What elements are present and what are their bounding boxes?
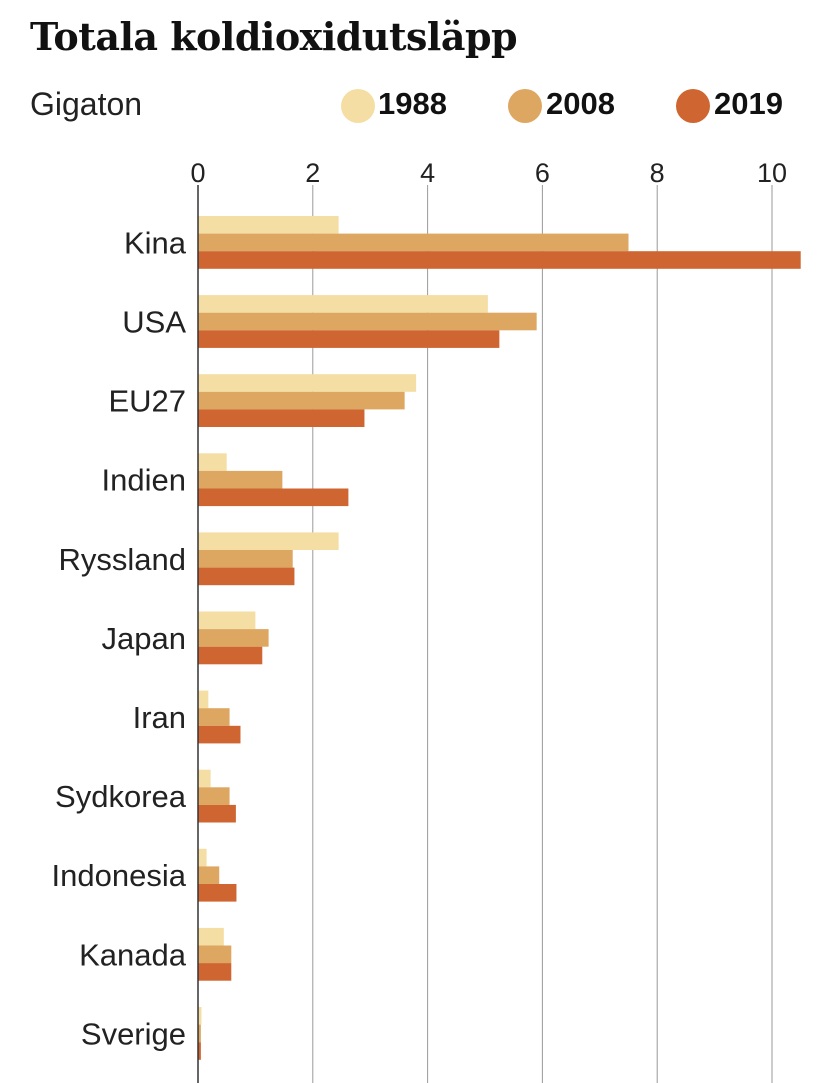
bar-japan-2008	[198, 629, 269, 647]
legend-swatch-2019	[676, 89, 710, 123]
bar-sydkorea-2008	[198, 787, 230, 805]
category-label-usa: USA	[122, 305, 186, 340]
category-label-kanada: Kanada	[79, 937, 187, 972]
bar-usa-2008	[198, 312, 537, 331]
category-label-ryssland: Ryssland	[59, 542, 187, 577]
bar-sverige-2008	[198, 1024, 201, 1043]
bar-iran-1988	[198, 690, 209, 709]
x-tick-label-8: 8	[650, 158, 665, 188]
bar-indonesia-1988	[198, 848, 207, 867]
x-tick-label-6: 6	[535, 158, 550, 188]
legend-label-2019: 2019	[714, 86, 783, 121]
bar-iran-2008	[198, 708, 230, 726]
x-tick-label-4: 4	[420, 158, 435, 188]
bar-eu27-1988	[198, 374, 417, 392]
x-tick-label-0: 0	[190, 158, 205, 188]
bar-kina-2008	[198, 233, 629, 252]
category-label-kina: Kina	[124, 225, 187, 260]
bar-indonesia-2008	[198, 866, 220, 884]
bar-indonesia-2019	[198, 884, 237, 902]
bar-sydkorea-1988	[198, 769, 211, 788]
bar-ryssland-2008	[198, 550, 293, 568]
legend-swatch-1988	[341, 89, 375, 123]
bar-indien-2008	[198, 470, 283, 489]
bar-kanada-1988	[198, 927, 224, 946]
bar-usa-2019	[198, 330, 500, 348]
bar-ryssland-2019	[198, 567, 295, 586]
bar-eu27-2008	[198, 391, 405, 410]
category-label-eu27: EU27	[108, 384, 186, 419]
bar-ryssland-1988	[198, 532, 339, 550]
category-label-sydkorea: Sydkorea	[55, 779, 187, 814]
legend-swatch-2008	[508, 89, 542, 123]
bar-eu27-2019	[198, 409, 365, 427]
bar-japan-1988	[198, 611, 256, 630]
category-label-sverige: Sverige	[81, 1016, 186, 1051]
category-label-japan: Japan	[102, 621, 186, 656]
bar-kanada-2008	[198, 945, 232, 964]
bar-sydkorea-2019	[198, 804, 236, 823]
category-label-iran: Iran	[133, 700, 186, 735]
bar-sverige-1988	[198, 1007, 202, 1025]
unit-label: Gigaton	[30, 86, 143, 122]
bar-sverige-2019	[198, 1042, 201, 1060]
x-tick-label-2: 2	[305, 158, 320, 188]
bar-kina-2019	[198, 251, 801, 269]
chart-title: Totala koldioxidutsläpp	[30, 14, 518, 59]
legend-label-2008: 2008	[546, 86, 615, 121]
legend-label-1988: 1988	[378, 86, 447, 121]
bar-indien-1988	[198, 453, 227, 471]
bar-kina-1988	[198, 216, 339, 234]
bar-indien-2019	[198, 488, 349, 507]
bar-kanada-2019	[198, 963, 232, 981]
category-label-indien: Indien	[102, 463, 186, 498]
bar-iran-2019	[198, 725, 241, 744]
bar-usa-1988	[198, 295, 488, 313]
x-tick-label-10: 10	[757, 158, 787, 188]
bar-japan-2019	[198, 646, 263, 665]
category-label-indonesia: Indonesia	[52, 858, 187, 893]
